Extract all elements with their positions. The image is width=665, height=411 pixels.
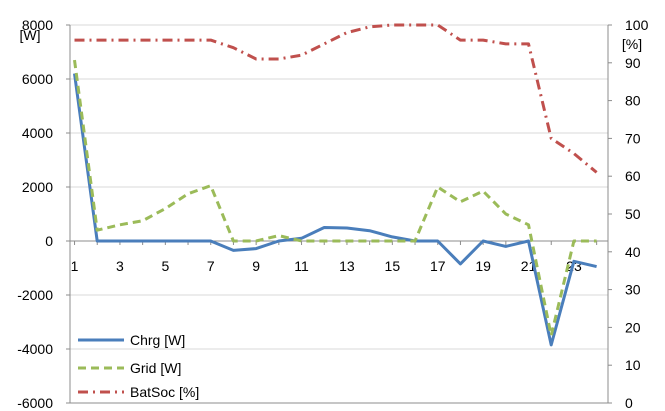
series-line-batsoc xyxy=(74,23,598,174)
legend-label: BatSoc [%] xyxy=(130,384,199,400)
left-tick-label: -2000 xyxy=(17,287,53,303)
right-axis-unit-label: [%] xyxy=(622,36,642,52)
x-tick-label: 13 xyxy=(339,258,355,274)
x-tick-label: 15 xyxy=(385,258,401,274)
x-tick-label: 11 xyxy=(294,258,309,274)
left-axis-unit-label: [W] xyxy=(20,27,41,43)
left-tick-label: 6000 xyxy=(22,71,53,87)
right-tick-label: 90 xyxy=(625,55,641,71)
x-tick-label: 1 xyxy=(71,258,79,274)
x-tick-label: 9 xyxy=(252,258,260,274)
x-tick-label: 5 xyxy=(161,258,169,274)
x-tick-label: 19 xyxy=(475,258,491,274)
right-tick-label: 70 xyxy=(625,130,641,146)
right-tick-label: 30 xyxy=(625,282,641,298)
legend-label: Grid [W] xyxy=(130,360,181,376)
left-tick-label: -4000 xyxy=(17,341,53,357)
right-tick-label: 40 xyxy=(625,244,641,260)
series-line-chrg-w xyxy=(73,73,597,347)
right-tick-label: 10 xyxy=(625,357,641,373)
x-tick-label: 17 xyxy=(430,258,446,274)
left-tick-label: -6000 xyxy=(17,395,53,411)
legend-label: Chrg [W] xyxy=(130,332,185,348)
right-tick-label: 100 xyxy=(625,17,649,33)
series-line-grid-w xyxy=(73,59,597,337)
left-tick-label: 0 xyxy=(45,233,53,249)
right-tick-label: 20 xyxy=(625,319,641,335)
right-tick-label: 80 xyxy=(625,93,641,109)
left-tick-label: 8000 xyxy=(22,17,53,33)
right-tick-label: 50 xyxy=(625,206,641,222)
right-tick-label: 0 xyxy=(625,395,633,411)
left-axis-tick-labels: 8000 6000 4000 2000 0 -2000 -4000 -6000 xyxy=(17,17,53,411)
right-tick-label: 60 xyxy=(625,168,641,184)
legend: Chrg [W] Grid [W] BatSoc [%] xyxy=(78,332,199,400)
left-tick-label: 2000 xyxy=(22,179,53,195)
x-tick-label: 3 xyxy=(116,258,124,274)
x-tick-label: 7 xyxy=(207,258,215,274)
series-lines xyxy=(73,23,598,347)
left-tick-label: 4000 xyxy=(22,125,53,141)
